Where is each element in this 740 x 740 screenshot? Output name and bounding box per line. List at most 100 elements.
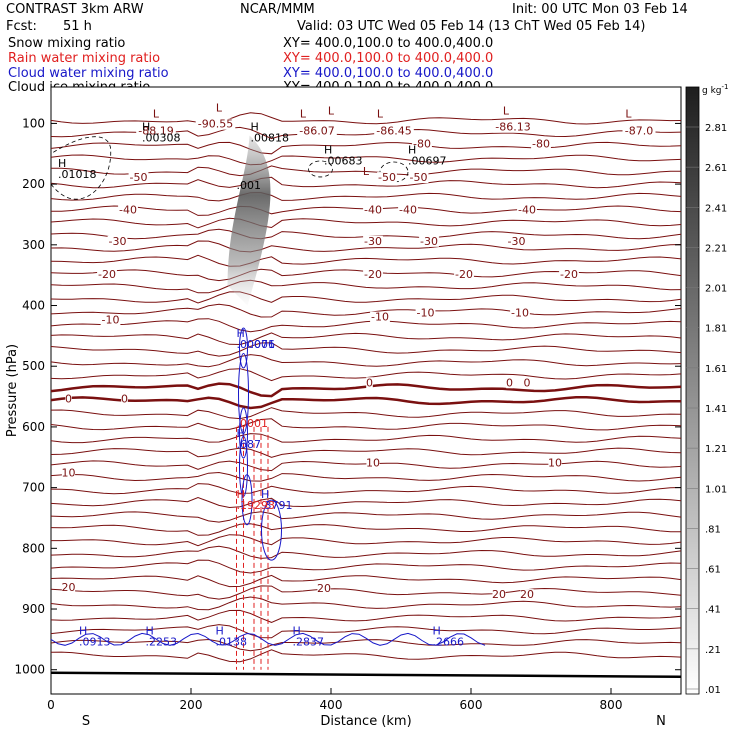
isotherm-line	[50, 624, 682, 639]
temperature-label: -10	[511, 306, 529, 319]
temp-label-bg	[136, 125, 176, 137]
cloud-water-contour	[241, 474, 253, 526]
legend-snow-label: Snow mixing ratio	[8, 36, 126, 51]
low-marker: L	[153, 107, 160, 120]
y-tick-label: 900	[22, 602, 45, 616]
cloud-water-contour	[239, 327, 248, 369]
temperature-label: -80	[413, 138, 431, 151]
cloud-water-contour	[261, 499, 282, 561]
cloud-ice-value-label: .00697	[408, 155, 447, 168]
cloud-water-value-label: .2253	[146, 635, 178, 648]
isotherm-line	[50, 559, 682, 574]
cloud-water-high-marker: H	[146, 624, 154, 637]
rain-value-label: .0001	[237, 417, 269, 430]
low-marker: L	[503, 104, 510, 117]
plot-title: CONTRAST 3km ARW	[6, 2, 144, 17]
temperature-label: 20	[492, 588, 506, 601]
colorbar-tick-label: .21	[705, 645, 721, 656]
colorbar-tick-label: 2.61	[705, 163, 727, 174]
temp-label-bg	[520, 589, 534, 601]
cloud-water-high-marker: H	[293, 624, 301, 637]
colorbar-tick-label: 1.21	[705, 444, 727, 455]
snow-plume	[227, 135, 271, 306]
temperature-label: -86.07	[299, 124, 334, 137]
temp-label-bg	[297, 125, 337, 137]
isotherm-line	[50, 407, 682, 420]
cloud-water-value-label: .2666	[433, 635, 465, 648]
temp-label-bg	[408, 172, 429, 184]
rain-contours	[236, 426, 269, 670]
isotherm-line	[50, 609, 682, 623]
isotherm-line	[50, 523, 681, 536]
legend-cloud-water-xy: XY= 400.0,100.0 to 400.0,400.0	[283, 66, 494, 81]
temperature-label: -40	[119, 203, 137, 216]
temp-label-bg	[374, 125, 414, 137]
y-tick-label: 100	[22, 116, 45, 130]
cloud-water-contour	[50, 632, 486, 646]
isotherm-line	[50, 154, 682, 166]
rain-value-label: .19293	[237, 499, 276, 512]
isotherm-line	[50, 395, 681, 410]
isotherm-line	[50, 291, 682, 304]
temperature-label: 0	[524, 376, 531, 389]
temp-label-bg	[492, 589, 506, 601]
x-tick-label: 200	[180, 698, 203, 712]
temperature-label: -88.19	[138, 124, 173, 137]
temperature-label: -10	[371, 311, 389, 324]
colorbar-tick-label: 2.81	[705, 123, 727, 134]
temp-label-bg	[370, 311, 390, 323]
y-tick-label: 300	[22, 238, 45, 252]
temperature-label: 10	[366, 456, 380, 469]
isotherm-line	[50, 418, 682, 431]
temp-label-bg	[363, 204, 383, 216]
low-marker: L	[216, 101, 223, 114]
x-tick-label: 0	[47, 698, 55, 712]
y-tick-label: 200	[22, 177, 45, 191]
isotherm-line	[50, 217, 682, 229]
x-tick-label: 400	[320, 698, 343, 712]
temp-label-bg	[493, 121, 533, 133]
temperature-label: 10	[62, 467, 76, 480]
legend-rain-xy: XY= 400.0,100.0 to 400.0,400.0	[283, 51, 494, 66]
temperature-label: 20	[317, 582, 331, 595]
isotherm-line	[50, 447, 682, 458]
colorbar-tick-label: .81	[705, 524, 721, 535]
cloud-water-high-marker: H	[237, 427, 245, 440]
legend-snow-xy: XY= 400.0,100.0 to 400.0,400.0	[283, 36, 494, 51]
colorbar-tick-label: 1.41	[705, 404, 727, 415]
cloud-ice-high-marker: H	[58, 157, 66, 170]
temp-label-bg	[363, 235, 383, 247]
cloud-ice-value-label: .01018	[58, 168, 97, 181]
temp-label-bg	[454, 269, 474, 281]
temperature-label: 0	[121, 393, 128, 406]
temperature-label: -30	[508, 235, 526, 248]
temp-label-bg	[548, 457, 562, 469]
colorbar-tick-label: 1.01	[705, 484, 727, 495]
temperature-label: -50	[130, 171, 148, 184]
colorbar-tick-label: 1.61	[705, 364, 727, 375]
low-marker: L	[300, 107, 307, 120]
colorbar-tick-label: 2.41	[705, 203, 727, 214]
temp-label-bg	[510, 307, 530, 319]
cloud-water-value-label: .3791	[261, 499, 293, 512]
low-marker: L	[377, 107, 384, 120]
temp-label-bg	[317, 583, 331, 595]
temp-label-bg	[366, 457, 380, 469]
center-label: NCAR/MMM	[240, 2, 315, 17]
temperature-label: -50	[378, 171, 396, 184]
isotherm-line	[50, 279, 682, 294]
isotherm-line	[50, 176, 682, 189]
isotherm-line	[50, 303, 682, 318]
temp-label-bg	[128, 172, 149, 184]
cloud-water-high-marker: H	[433, 624, 441, 637]
temperature-label: -87.0	[625, 124, 653, 137]
cloud-water-value-label: .0913	[79, 635, 111, 648]
x-axis-title: Distance (km)	[320, 714, 411, 729]
cloud-ice-value-label: .00818	[251, 132, 290, 145]
temperature-label: -90.55	[198, 118, 233, 131]
cloud-ice-high-marker: H	[142, 121, 150, 134]
temperature-label: -20	[98, 268, 116, 281]
isotherm-line	[50, 354, 682, 368]
temp-label-bg	[65, 393, 72, 405]
